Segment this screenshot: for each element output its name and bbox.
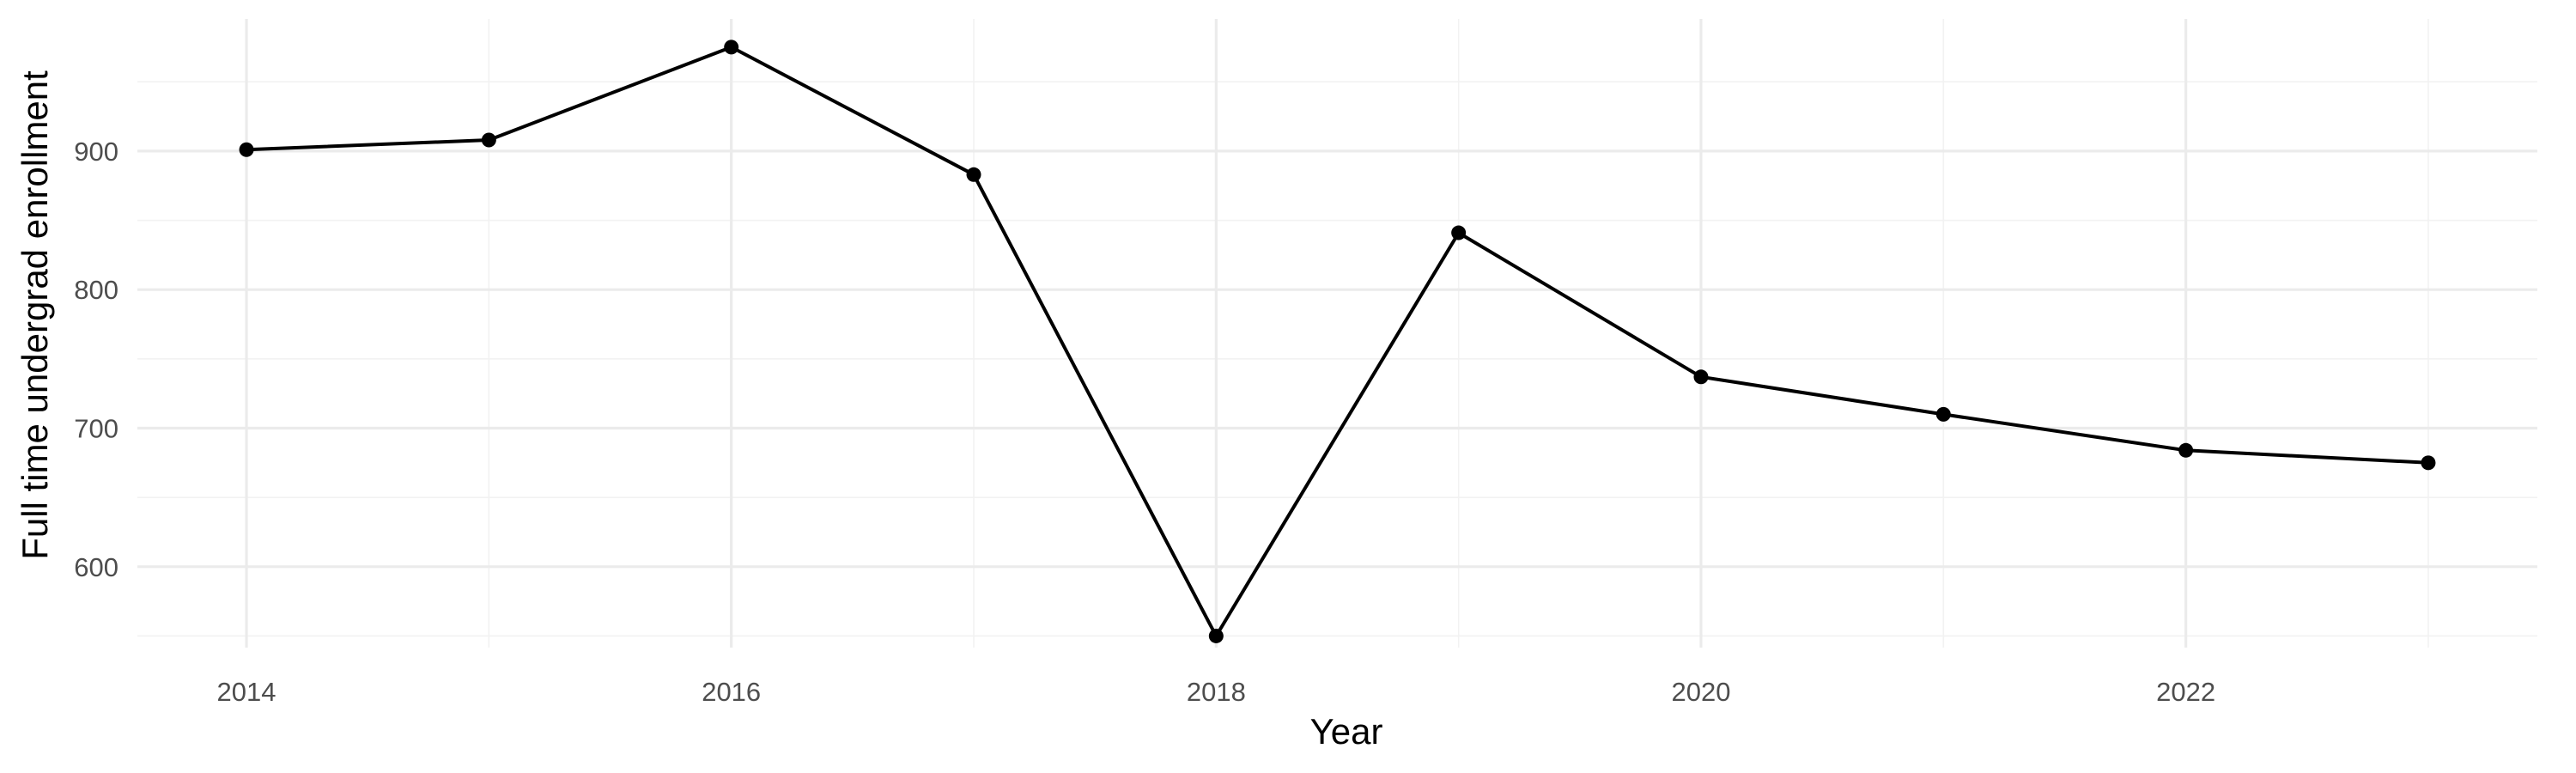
data-point <box>1693 369 1709 385</box>
y-tick-label: 900 <box>74 137 118 167</box>
data-point <box>1935 406 1951 422</box>
data-point <box>239 142 254 157</box>
y-tick-label: 700 <box>74 413 118 443</box>
x-axis-title: Year <box>1310 711 1383 752</box>
data-point <box>1208 628 1224 643</box>
data-point <box>481 132 496 148</box>
data-point <box>724 40 739 55</box>
axis-tick-labels: 600 700 800 900 2014 2016 2018 2020 2022 <box>74 137 2215 707</box>
y-tick-label: 800 <box>74 275 118 305</box>
data-point <box>2178 442 2194 458</box>
x-tick-label: 2020 <box>1672 677 1731 707</box>
data-point <box>1451 225 1467 240</box>
x-tick-label: 2022 <box>2156 677 2215 707</box>
grid-lines <box>137 19 2537 648</box>
y-tick-label: 600 <box>74 552 118 582</box>
data-point <box>966 167 981 182</box>
y-axis-title: Full time undergrad enrollment <box>15 70 55 560</box>
x-tick-label: 2014 <box>217 677 276 707</box>
series-layer <box>239 40 2436 643</box>
data-point <box>2421 455 2436 471</box>
x-tick-label: 2018 <box>1187 677 1246 707</box>
x-tick-label: 2016 <box>702 677 761 707</box>
series-line <box>245 45 2430 638</box>
